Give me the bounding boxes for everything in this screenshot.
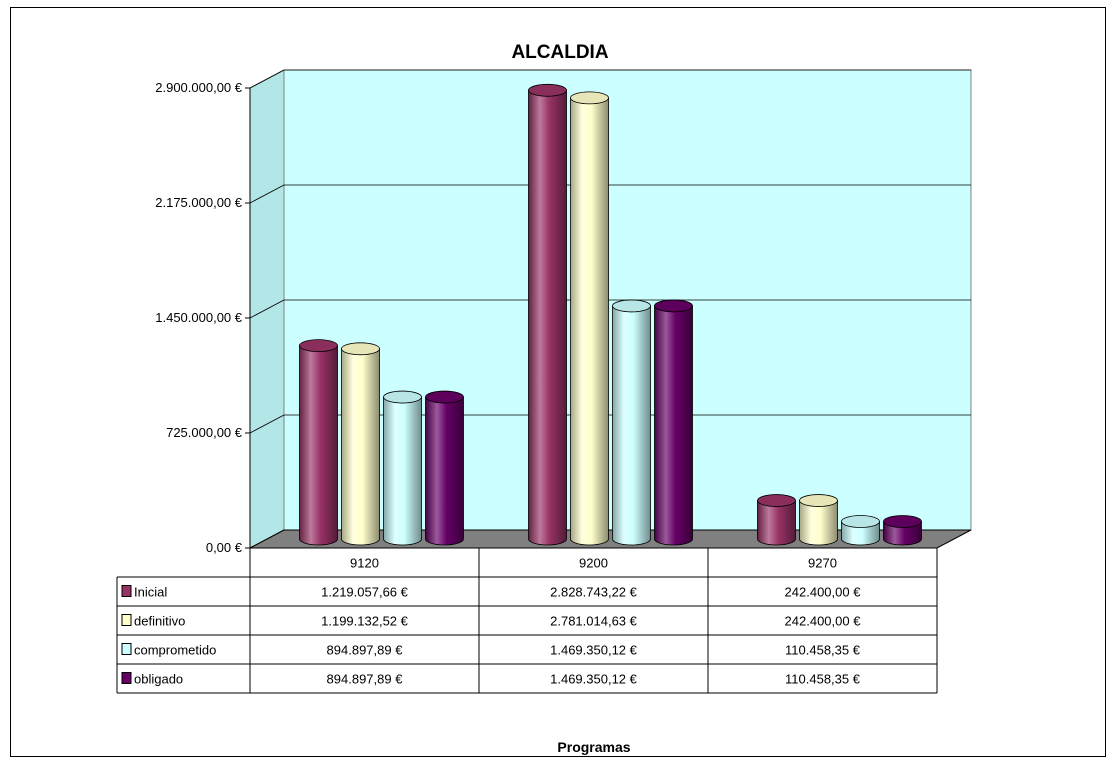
- bar-top: [654, 299, 693, 313]
- bar-comprometido-9200: [612, 299, 651, 546]
- y-tick-label: 1.450.000,00 €: [155, 310, 243, 325]
- data-label: 1.199.132,52 €: [321, 614, 409, 629]
- legend-label: obligado: [134, 672, 183, 687]
- x-tick-label: 9200: [579, 556, 608, 571]
- legend-swatch: [121, 614, 132, 626]
- bar-body: [612, 305, 651, 546]
- bar-body: [841, 521, 880, 546]
- data-label: 242.400,00 €: [785, 614, 862, 629]
- bar-top: [883, 515, 922, 528]
- y-tick-label: 2.175.000,00 €: [155, 195, 243, 210]
- data-label: 1.219.057,66 €: [321, 585, 409, 600]
- bar-top: [612, 299, 651, 313]
- gridline-side: [249, 184, 285, 204]
- bar-obligado-9200: [654, 299, 693, 546]
- chart-title: ALCALDIA: [511, 42, 608, 63]
- bar-top: [425, 390, 464, 404]
- bar-top: [570, 91, 609, 105]
- bar-top: [841, 515, 880, 528]
- bar-comprometido-9270: [841, 515, 880, 546]
- bar-body: [341, 348, 380, 546]
- x-axis-title: Programas: [557, 739, 630, 755]
- bar-body: [570, 97, 609, 546]
- bar-Inicial-9120: [299, 339, 338, 546]
- bar-top: [528, 83, 567, 97]
- data-label: 242.400,00 €: [785, 585, 862, 600]
- bar-top: [383, 390, 422, 404]
- bar-top: [341, 342, 380, 356]
- bar-obligado-9270: [883, 515, 922, 546]
- data-label: 1.469.350,12 €: [550, 672, 638, 687]
- x-tick-label: 9120: [350, 556, 379, 571]
- data-label: 110.458,35 €: [785, 643, 861, 658]
- bar-top: [799, 494, 838, 507]
- bar-body: [883, 521, 922, 546]
- legend-label: comprometido: [134, 643, 216, 658]
- gridline-side: [249, 414, 285, 434]
- y-tick-label: 725.000,00 €: [166, 425, 243, 440]
- data-label: 2.781.014,63 €: [550, 614, 638, 629]
- gridline-side: [249, 299, 285, 319]
- data-label: 110.458,35 €: [785, 672, 861, 687]
- data-label: 894.897,89 €: [327, 672, 404, 687]
- legend-swatch: [121, 643, 132, 655]
- bar-comprometido-9120: [383, 390, 422, 546]
- bar-Inicial-9270: [757, 494, 796, 546]
- x-tick-label: 9270: [808, 556, 837, 571]
- bar-obligado-9120: [425, 390, 464, 546]
- data-label: 2.828.743,22 €: [550, 585, 638, 600]
- legend-label: definitivo: [134, 614, 185, 629]
- bar-body: [757, 500, 796, 546]
- bar-definitivo-9200: [570, 91, 609, 546]
- bar-top: [757, 494, 796, 507]
- data-label: 1.469.350,12 €: [550, 643, 638, 658]
- legend-label: Inicial: [134, 585, 167, 600]
- legend-swatch: [121, 672, 132, 684]
- bar-Inicial-9200: [528, 83, 567, 546]
- y-tick-label: 0,00 €: [206, 540, 243, 555]
- data-label: 894.897,89 €: [327, 643, 404, 658]
- data-table: 9120 9200 9270 Inicial 1.219.057,66 € 2.828.7…: [116, 547, 938, 694]
- bar-body: [799, 500, 838, 546]
- bar-definitivo-9120: [341, 342, 380, 546]
- bar-top: [299, 339, 338, 353]
- bar-body: [654, 305, 693, 546]
- bar-body: [528, 89, 567, 546]
- bar-definitivo-9270: [799, 494, 838, 546]
- y-tick-label: 2.900.000,00 €: [155, 80, 243, 95]
- bar-body: [383, 396, 422, 546]
- legend-swatch: [121, 585, 132, 597]
- gridline-side: [249, 69, 285, 89]
- bar-body: [299, 345, 338, 546]
- chart-frame: [10, 7, 1106, 757]
- bar-body: [425, 396, 464, 546]
